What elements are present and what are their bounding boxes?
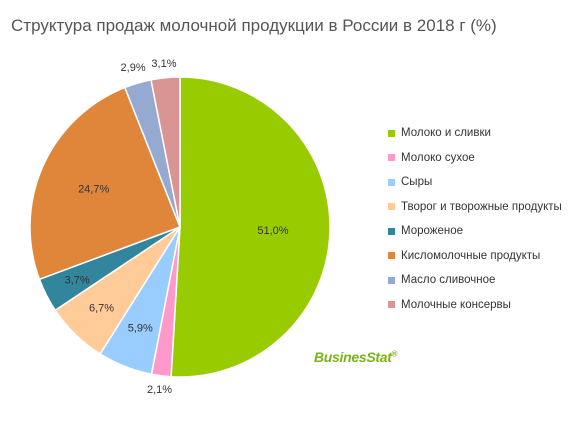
legend-item: Масло сливочное <box>388 268 578 293</box>
slice-data-label: 3,7% <box>65 275 90 287</box>
legend-label: Кисломолочные продукты <box>401 249 541 262</box>
legend-label: Молочные консервы <box>401 298 511 311</box>
legend-swatch <box>388 203 395 211</box>
legend-item: Творог и творожные продукты <box>388 195 578 220</box>
chart-legend: Молоко и сливки Молоко сухое Сыры Творог и … <box>388 121 578 317</box>
legend-label: Масло сливочное <box>401 274 496 287</box>
businesstat-logo: BusinesStat® <box>314 349 398 365</box>
legend-label: Молоко и сливки <box>401 127 491 140</box>
legend-label: Сыры <box>401 176 433 189</box>
legend-swatch <box>388 301 395 309</box>
legend-item: Молочные консервы <box>388 293 578 318</box>
chart-title: Структура продаж молочной продукции в Ро… <box>11 16 497 35</box>
legend-label: Мороженое <box>401 225 463 238</box>
legend-swatch <box>388 252 395 260</box>
pie-slice <box>170 76 331 378</box>
legend-label: Молоко сухое <box>401 151 475 164</box>
legend-swatch <box>388 276 395 284</box>
legend-swatch <box>388 129 395 137</box>
logo-text: BusinesStat <box>314 349 392 365</box>
slice-data-label: 6,7% <box>89 303 114 315</box>
slice-data-label: 51,0% <box>257 225 288 237</box>
legend-item: Кисломолочные продукты <box>388 244 578 269</box>
slice-data-label: 3,1% <box>151 58 176 70</box>
legend-label: Творог и творожные продукты <box>401 200 562 213</box>
legend-item: Молоко и сливки <box>388 121 578 146</box>
pie-slice <box>150 76 181 228</box>
slice-data-label: 24,7% <box>78 184 109 196</box>
slice-data-label: 2,9% <box>121 62 146 74</box>
slice-data-label: 5,9% <box>128 322 153 334</box>
legend-item: Сыры <box>388 170 578 195</box>
pie-slice <box>29 86 181 281</box>
legend-swatch <box>388 154 395 162</box>
legend-item: Мороженое <box>388 219 578 244</box>
legend-swatch <box>388 227 395 235</box>
logo-mark: ® <box>391 349 398 359</box>
legend-swatch <box>388 178 395 186</box>
slice-data-label: 2,1% <box>147 384 172 396</box>
legend-item: Молоко сухое <box>388 146 578 171</box>
